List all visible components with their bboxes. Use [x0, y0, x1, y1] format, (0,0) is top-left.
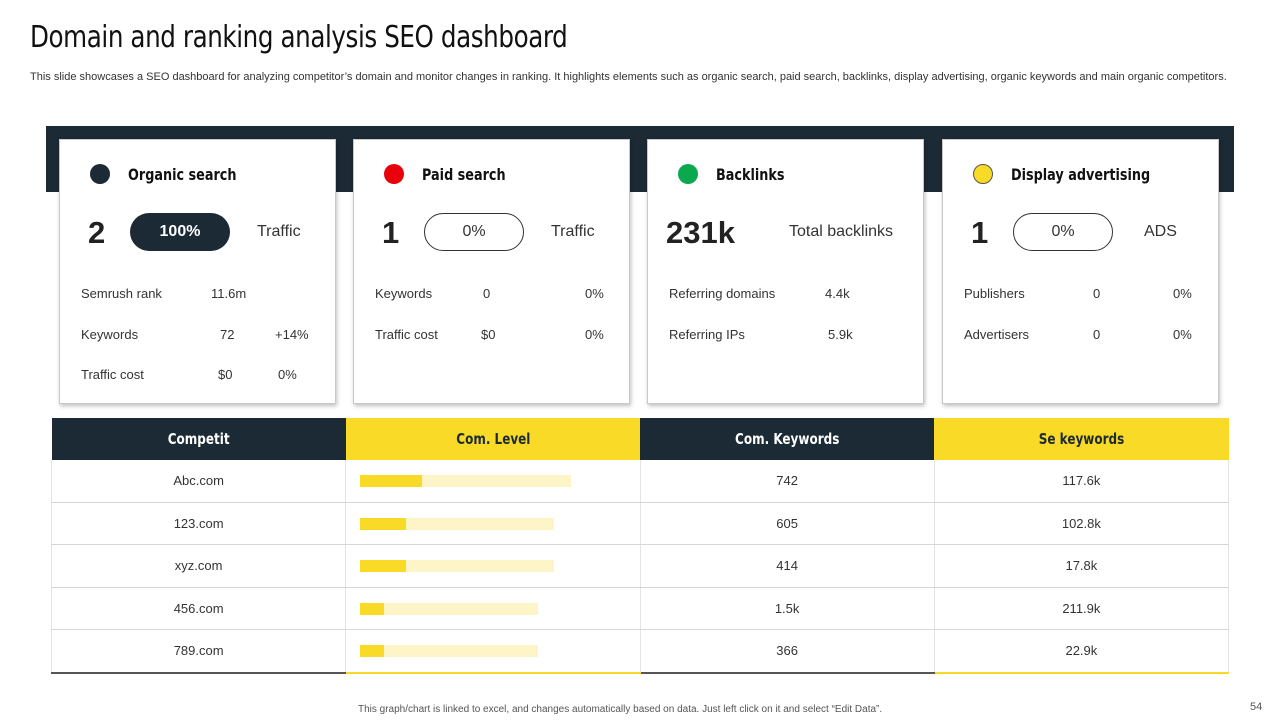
row-label-keywords: Keywords	[375, 286, 433, 301]
competitor-cell: Abc.com	[50, 460, 346, 503]
backlinks-card: Backlinks 231k Total backlinks Referring…	[647, 139, 924, 404]
percent-pill: 0%	[424, 213, 524, 251]
row-change: 0%	[585, 286, 604, 301]
page-number: 54	[1250, 701, 1263, 713]
com-level-bar-fill	[360, 517, 407, 530]
com-level-bar-track	[360, 517, 555, 530]
row-label-publishers: Publishers	[964, 286, 1025, 301]
row-value: 0	[483, 286, 491, 301]
card-title: Paid search	[422, 164, 506, 184]
paid-search-card: Paid search 1 0% Traffic Keywords 0 0% T…	[353, 139, 630, 404]
row-value: 5.9k	[828, 327, 853, 342]
competitor-cell: 456.com	[50, 587, 346, 630]
se-keywords-cell: 117.6k	[933, 460, 1230, 503]
metric-value: 1	[382, 215, 400, 250]
page-subtitle: This slide showcases a SEO dashboard for…	[30, 71, 1227, 83]
metric-value: 2	[88, 215, 106, 250]
row-change: +14%	[275, 327, 309, 342]
row-change: 0%	[1173, 327, 1192, 342]
card-header: Display advertising	[973, 164, 1185, 184]
row-label-traffic-cost: Traffic cost	[81, 367, 144, 382]
display-advertising-card: Display advertising 1 0% ADS Publishers …	[942, 139, 1219, 404]
table-row: 789.com 366 22.9k	[50, 629, 1230, 674]
com-level-bar-fill	[360, 475, 423, 487]
row-value: 0	[1093, 327, 1101, 342]
column-header-com-keywords: Com. Keywords	[640, 418, 935, 460]
metric-value: 231k	[666, 215, 735, 250]
competitor-cell: xyz.com	[50, 544, 346, 588]
footer-note: This graph/chart is linked to excel, and…	[358, 704, 883, 715]
table-header-row: Competit Com. Level Com. Keywords Se key…	[51, 418, 1229, 460]
row-label-referring-ips: Referring IPs	[669, 327, 745, 342]
percent-pill: 0%	[1013, 213, 1113, 251]
row-label-referring-domains: Referring domains	[669, 286, 776, 301]
card-header: Organic search	[90, 164, 264, 184]
card-header: Paid search	[384, 164, 527, 184]
com-level-cell	[345, 587, 640, 630]
row-value: $0	[218, 367, 233, 382]
se-keywords-cell: 211.9k	[933, 587, 1230, 630]
row-change: 0%	[585, 327, 604, 342]
card-title: Organic search	[128, 164, 237, 184]
metric-label: Traffic	[551, 223, 595, 240]
competitor-table: Competit Com. Level Com. Keywords Se key…	[50, 418, 1230, 674]
row-value: 72	[220, 327, 235, 342]
column-header-com-level: Com. Level	[345, 418, 640, 460]
page-title: Domain and ranking analysis SEO dashboar…	[30, 20, 568, 55]
red-circle-icon	[384, 164, 404, 184]
metric-label: ADS	[1144, 223, 1177, 240]
green-circle-icon	[678, 164, 698, 184]
row-label-semrush-rank: Semrush rank	[81, 286, 162, 301]
row-change: 0%	[1173, 286, 1192, 301]
com-keywords-cell: 414	[639, 544, 935, 588]
percent-pill: 100%	[130, 213, 230, 251]
metric-label: Traffic	[257, 223, 301, 240]
com-keywords-cell: 366	[639, 629, 935, 674]
row-change: 0%	[278, 367, 297, 382]
com-level-cell	[345, 629, 640, 674]
com-level-bar-track	[360, 602, 539, 615]
table-row: Abc.com 742 117.6k	[50, 460, 1230, 503]
table-row: xyz.com 414 17.8k	[50, 544, 1230, 588]
dark-circle-icon	[90, 164, 110, 184]
com-level-bar-track	[360, 645, 539, 657]
com-level-cell	[345, 460, 640, 503]
se-keywords-cell: 17.8k	[933, 544, 1230, 588]
column-header-se-keywords: Se keywords	[934, 418, 1229, 460]
competitor-cell: 789.com	[50, 629, 346, 674]
com-level-bar-track	[360, 560, 555, 572]
com-keywords-cell: 742	[639, 460, 935, 503]
com-level-bar-track	[360, 475, 572, 487]
com-level-cell	[345, 502, 640, 545]
table-row: 456.com 1.5k 211.9k	[50, 587, 1230, 630]
row-value: 11.6m	[211, 286, 247, 301]
com-level-bar-fill	[360, 602, 385, 615]
row-label-advertisers: Advertisers	[964, 327, 1030, 342]
com-keywords-cell: 605	[639, 502, 935, 545]
yellow-circle-icon	[973, 164, 993, 184]
card-header: Backlinks	[678, 164, 802, 184]
row-label-traffic-cost: Traffic cost	[375, 327, 438, 342]
card-title: Backlinks	[716, 164, 785, 184]
column-header-competitor: Competit	[51, 418, 346, 460]
se-keywords-cell: 22.9k	[933, 629, 1230, 674]
row-value: 4.4k	[825, 286, 850, 301]
card-title: Display advertising	[1011, 164, 1151, 184]
table-row: 123.com 605 102.8k	[50, 502, 1230, 545]
metric-value: 1	[971, 215, 989, 250]
row-label-keywords: Keywords	[81, 327, 139, 342]
com-keywords-cell: 1.5k	[639, 587, 935, 630]
com-level-bar-fill	[360, 560, 407, 572]
row-value: $0	[481, 327, 496, 342]
se-keywords-cell: 102.8k	[933, 502, 1230, 545]
com-level-cell	[345, 544, 640, 588]
com-level-bar-fill	[360, 645, 385, 657]
organic-search-card: Organic search 2 100% Traffic Semrush ra…	[59, 139, 336, 404]
metric-label: Total backlinks	[789, 223, 894, 240]
competitor-cell: 123.com	[50, 502, 346, 545]
row-value: 0	[1093, 286, 1101, 301]
